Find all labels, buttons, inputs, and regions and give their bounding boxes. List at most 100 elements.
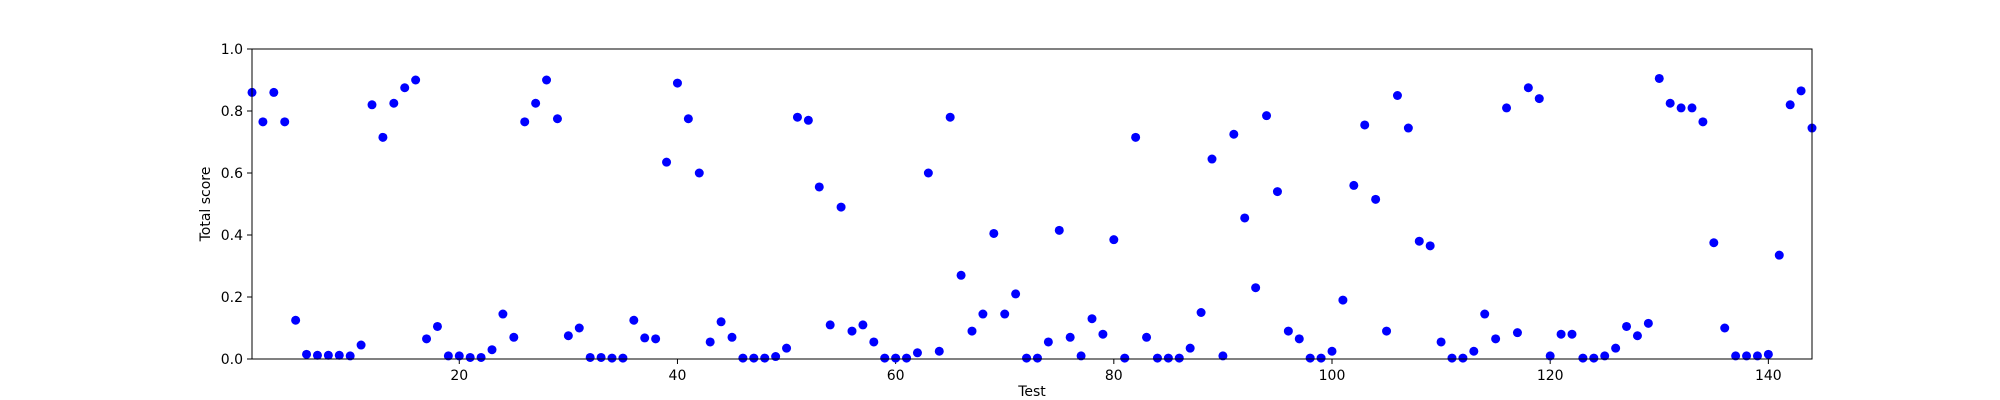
x-axis-label: Test [1017,384,1046,400]
data-point [1087,314,1097,324]
data-point [1589,353,1599,363]
data-point [1032,353,1042,363]
data-point [1131,132,1141,142]
data-point [640,333,650,343]
data-point [1556,329,1566,339]
data-point [422,334,432,344]
data-point [1480,309,1490,319]
data-point [716,317,726,327]
data-point [432,321,442,331]
data-point [1698,117,1708,127]
data-point [552,114,562,124]
data-point [1731,351,1741,361]
data-point [1720,323,1730,333]
y-tick-label: 0.4 [221,228,243,244]
data-point [1229,129,1239,139]
data-point [411,75,421,85]
data-point [356,340,366,350]
data-point [1785,100,1795,110]
data-point [1011,289,1021,299]
data-point [803,115,813,125]
data-point [978,309,988,319]
data-point [454,351,464,361]
data-point [1360,120,1370,130]
data-point [498,309,508,319]
data-points [247,73,1817,363]
data-point [1502,103,1512,113]
data-point [389,98,399,108]
data-point [1742,351,1752,361]
data-point [280,117,290,127]
data-point [1371,194,1381,204]
data-point [291,315,301,325]
y-tick-label: 0.0 [221,352,243,368]
data-point [1436,337,1446,347]
data-point [1142,332,1152,342]
data-point [542,75,552,85]
data-point [323,350,333,360]
data-point [727,332,737,342]
x-tick-label: 60 [887,368,905,384]
data-point [509,332,519,342]
data-point [531,98,541,108]
data-point [258,117,268,127]
x-tick-label: 120 [1537,368,1564,384]
data-point [749,353,759,363]
data-point [476,352,486,362]
data-point [945,112,955,122]
data-point [1207,154,1217,164]
x-tick-label: 140 [1755,368,1782,384]
data-point [1425,241,1435,251]
data-point [1305,353,1315,363]
data-point [672,78,682,88]
data-point [825,320,835,330]
data-point [792,112,802,122]
data-point [1163,353,1173,363]
data-point [443,351,453,361]
data-point [465,352,475,362]
y-tick-label: 0.8 [221,104,243,120]
data-point [1174,353,1184,363]
data-point [1294,334,1304,344]
data-point [1392,91,1402,100]
data-point [836,202,846,212]
data-point [967,326,977,336]
data-point [1120,353,1130,363]
data-point [1632,331,1642,341]
data-point [1109,235,1119,245]
data-point [1054,225,1064,235]
data-point [738,353,748,363]
data-point [334,350,344,360]
axes: 20 40 60 80 100 120 140 0.0 0.2 0.4 0.6 0.8 1.0 [221,42,1782,384]
data-point [1262,111,1272,121]
data-point [1338,295,1348,305]
data-point [596,352,606,362]
y-tick-label: 1.0 [221,42,243,58]
data-point [1403,123,1413,133]
data-point [1098,329,1108,339]
y-tick-label: 0.6 [221,166,243,182]
x-tick-label: 100 [1319,368,1346,384]
data-point [1196,308,1206,317]
data-point [520,117,530,127]
data-point [1349,180,1359,190]
data-point [1545,351,1555,361]
data-point [782,343,792,353]
data-point [1763,349,1773,359]
data-point [880,353,890,363]
data-point [1512,328,1522,338]
data-point [662,157,672,167]
data-point [1665,98,1675,108]
data-point [563,331,573,341]
data-point [934,346,944,356]
data-point [1022,353,1032,363]
data-point [1534,94,1544,104]
y-axis-label: Total score [198,167,214,243]
data-point [269,87,279,97]
data-point [1316,353,1326,363]
data-point [683,114,693,124]
data-point [1752,351,1762,361]
data-point [378,132,388,142]
data-point [585,352,595,362]
data-point [1458,353,1468,363]
